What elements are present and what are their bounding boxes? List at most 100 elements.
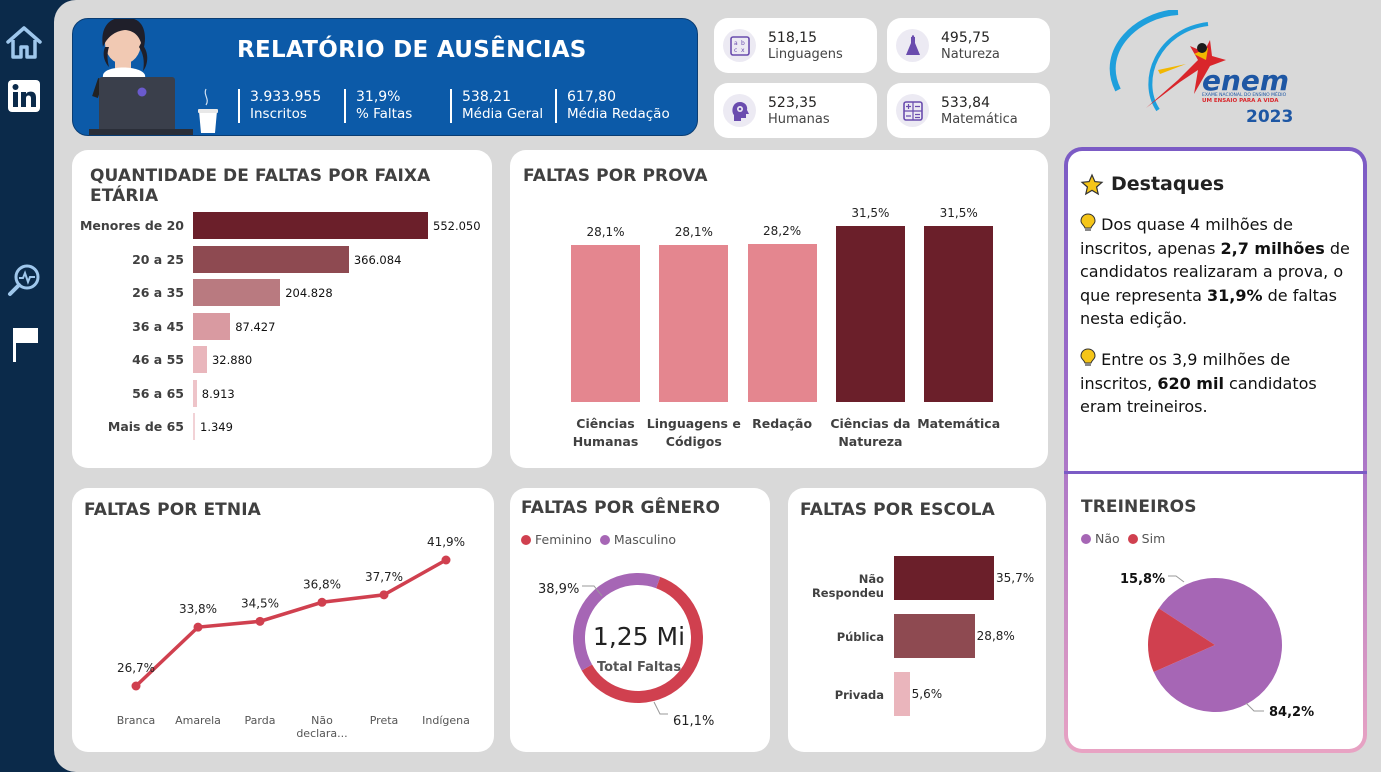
series-line — [134, 558, 447, 688]
bar-category-label: Matemática — [917, 416, 1001, 431]
bar-value-label: 5,6% — [911, 687, 943, 701]
text: de candidatos realizaram a prova, o que … — [1080, 238, 1350, 305]
donut-slice — [573, 573, 703, 703]
legend-label-feminino: Feminino — [535, 532, 592, 547]
bar — [894, 614, 975, 658]
data-point — [379, 590, 389, 600]
kpi-faltas: 31,9% % Faltas — [344, 89, 412, 123]
bar-value-label: 552.050 — [433, 219, 481, 233]
calculator-icon — [896, 94, 929, 127]
chart-title: FALTAS POR PROVA — [523, 166, 708, 186]
bar-category-label: 56 a 65 — [132, 385, 184, 401]
data-point — [131, 681, 141, 691]
flask-icon — [896, 29, 929, 62]
destaques-title: Destaques — [1111, 173, 1225, 195]
lightbulb-icon — [1080, 348, 1096, 366]
chart-title: FALTAS POR GÊNERO — [521, 498, 721, 518]
logo-year: 2023 — [1246, 107, 1293, 127]
score-card-natureza: 495,75 Natureza — [887, 18, 1050, 73]
legend: Não Sim — [1081, 531, 1165, 546]
bar-value-label: 35,7% — [996, 571, 1035, 585]
bar-category-label: 46 a 55 — [132, 352, 184, 367]
flag-icon[interactable] — [0, 324, 48, 364]
chart-title: FALTAS POR ESCOLA — [800, 500, 995, 520]
destaque-paragraph-2: Entre os 3,9 milhões de inscritos, 620 m… — [1080, 348, 1358, 419]
data-point — [441, 555, 451, 565]
x-tick-label: Branca — [117, 714, 156, 727]
bar-category-label: Redação — [752, 416, 813, 431]
sidebar — [0, 0, 48, 772]
donut-total-value: 1,25 Mi — [592, 622, 686, 651]
bar-category-label: Menores de 20 — [79, 218, 184, 233]
page-title: RELATÓRIO DE AUSÊNCIAS — [237, 37, 587, 63]
leader-line — [1168, 575, 1185, 583]
legend-dot-sim — [1127, 533, 1138, 544]
destaques-panel: Destaques Dos quase 4 milhões de inscrit… — [1064, 147, 1367, 753]
legend-dot-masculino — [599, 534, 610, 545]
data-label: 36,8% — [303, 577, 341, 591]
kpi-value: 617,80 — [567, 89, 616, 105]
data-point — [255, 616, 265, 626]
bar-value-label: 32.880 — [211, 353, 253, 367]
bar-category-label: Privada — [834, 688, 884, 702]
bar-value-label: 204.828 — [285, 286, 333, 300]
legend-label-nao: Não — [1095, 531, 1120, 546]
bar-category-label: Não Respondeu — [811, 572, 884, 600]
bar — [835, 226, 905, 402]
x-tick-label: Não — [311, 714, 333, 727]
kpi-media-geral: 538,21 Média Geral — [450, 89, 543, 123]
score-card-matematica: 533,84 Matemática — [887, 83, 1050, 138]
data-label: 33,8% — [179, 602, 217, 616]
bar — [659, 244, 729, 402]
score-card-humanas: 523,35 Humanas — [714, 83, 877, 138]
coffee-cup-icon — [198, 88, 218, 133]
x-tick-label: Indígena — [422, 714, 470, 727]
text: Dos quase 4 milhões de inscritos, apenas — [1080, 215, 1293, 258]
highlight: 2,7 milhões — [1220, 238, 1325, 258]
legend-dot-feminino — [521, 534, 531, 545]
data-label: 41,9% — [427, 535, 465, 549]
bar-category-label: Ciências da Natureza — [830, 416, 911, 449]
treineiros-pie-chart: 15,8% 84,2% — [1120, 572, 1314, 720]
leader-line — [1245, 702, 1264, 712]
slice-label: 38,9% — [538, 582, 579, 597]
kpi-value: 3.933.955 — [250, 89, 322, 105]
bar-category-label: Mais de 65 — [107, 419, 184, 434]
data-label: 34,5% — [241, 596, 279, 610]
kpi-value: 538,21 — [462, 89, 511, 105]
header-banner: RELATÓRIO DE AUSÊNCIAS 3.933.955 Inscrit… — [72, 18, 698, 136]
bar-value-label: 87.427 — [235, 319, 276, 334]
score-label: Humanas — [768, 112, 830, 127]
leader-line — [653, 701, 668, 715]
data-point — [193, 622, 203, 632]
bar-value-label: 8.913 — [201, 386, 235, 401]
bar — [894, 672, 910, 716]
card-faltas-escola: FALTAS POR ESCOLA Não Respondeu 35,7% Públ… — [788, 488, 1046, 752]
donut-total-label: Total Faltas — [596, 660, 682, 675]
kpi-media-redacao: 617,80 Média Redação — [555, 89, 670, 123]
chart-title: TREINEIROS — [1081, 497, 1197, 517]
divider — [1064, 471, 1367, 474]
search-analytics-icon[interactable] — [0, 260, 48, 300]
person-at-laptop-illustration — [89, 19, 193, 135]
card-faltas-genero: FALTAS POR GÊNERO Feminino Masculino 61,… — [510, 488, 770, 752]
card-faixa-etaria: QUANTIDADE DE FALTAS POR FAIXA ETÁRIA Me… — [72, 150, 492, 468]
logo-subtitle: EXAME NACIONAL DO ENSINO MÉDIO — [1202, 90, 1287, 98]
x-tick-label: declara... — [296, 727, 347, 740]
lightbulb-icon — [1080, 213, 1096, 231]
home-icon[interactable] — [0, 22, 48, 62]
bar — [924, 226, 994, 402]
bar-value-label: 366.084 — [353, 252, 402, 267]
linkedin-icon[interactable] — [0, 76, 48, 116]
bar-category-label: Linguagens e Códigos — [646, 416, 741, 449]
bar-category-label: 20 a 25 — [132, 251, 184, 267]
bar — [193, 413, 195, 440]
bar — [747, 244, 817, 402]
text: de faltas nesta edição. — [1080, 285, 1337, 329]
legend: Feminino Masculino — [521, 532, 676, 547]
bar — [193, 279, 281, 306]
bar-value-label: 28,1% — [586, 224, 625, 239]
bar-value-label: 1.349 — [200, 420, 233, 434]
